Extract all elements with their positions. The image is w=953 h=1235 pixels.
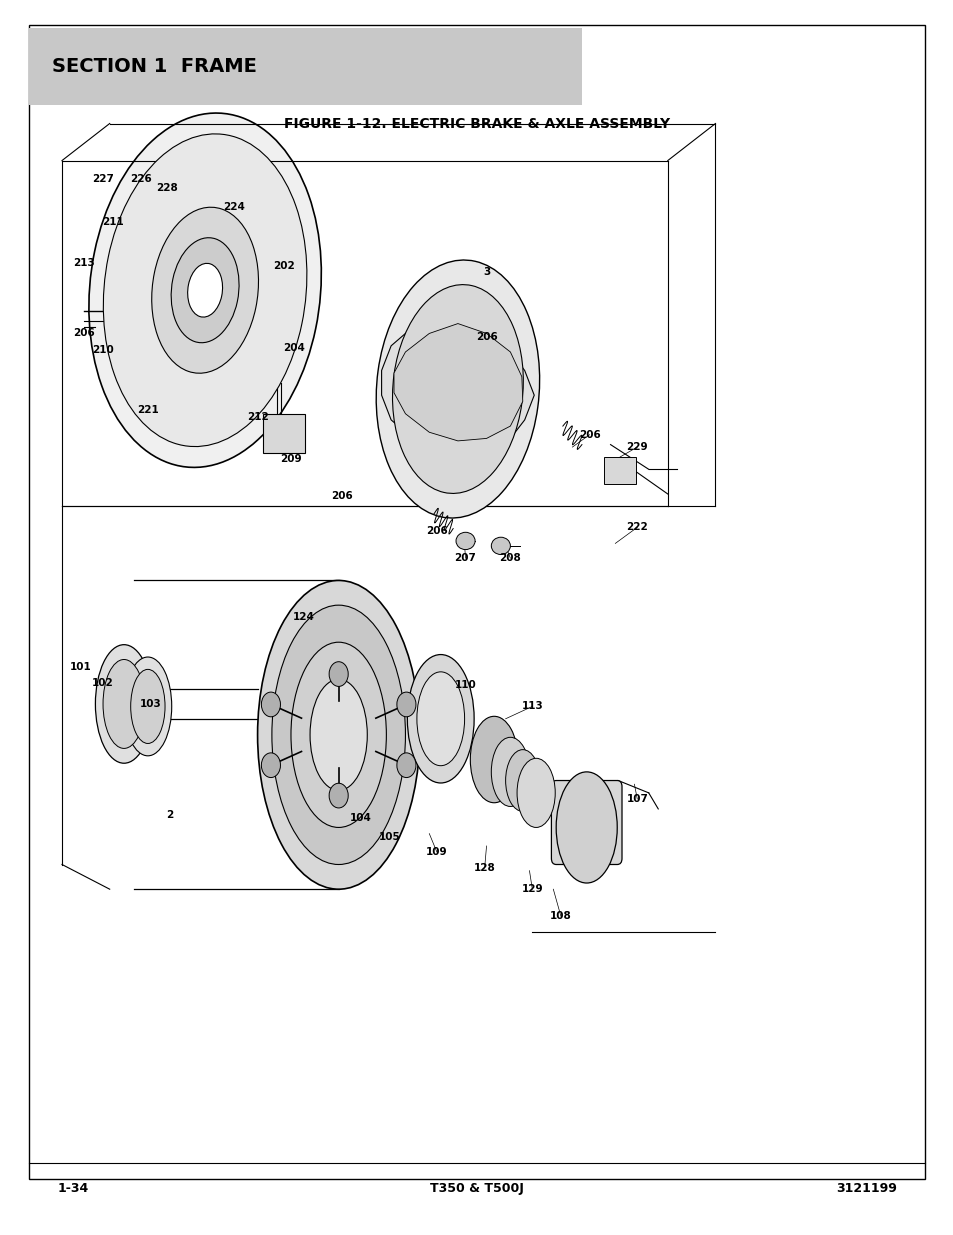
Ellipse shape bbox=[517, 758, 555, 827]
Ellipse shape bbox=[329, 662, 348, 687]
Polygon shape bbox=[394, 324, 522, 441]
FancyBboxPatch shape bbox=[551, 781, 621, 864]
Text: 1-34: 1-34 bbox=[57, 1182, 89, 1194]
FancyBboxPatch shape bbox=[29, 28, 581, 105]
Ellipse shape bbox=[556, 772, 617, 883]
Ellipse shape bbox=[103, 659, 145, 748]
Text: 2: 2 bbox=[166, 810, 173, 820]
Text: 107: 107 bbox=[626, 794, 647, 804]
Ellipse shape bbox=[124, 657, 172, 756]
Text: 204: 204 bbox=[283, 343, 304, 353]
Text: 129: 129 bbox=[521, 884, 542, 894]
Ellipse shape bbox=[103, 133, 307, 447]
Text: 229: 229 bbox=[626, 442, 647, 452]
Text: 209: 209 bbox=[280, 454, 301, 464]
Text: 228: 228 bbox=[156, 183, 177, 193]
Ellipse shape bbox=[310, 679, 367, 790]
Text: 206: 206 bbox=[73, 329, 94, 338]
Text: 221: 221 bbox=[137, 405, 158, 415]
Text: 211: 211 bbox=[102, 217, 123, 227]
Text: 224: 224 bbox=[223, 203, 244, 212]
Ellipse shape bbox=[272, 605, 405, 864]
Ellipse shape bbox=[396, 692, 416, 716]
Ellipse shape bbox=[470, 716, 517, 803]
Text: 202: 202 bbox=[274, 261, 294, 270]
Text: 102: 102 bbox=[92, 678, 113, 688]
FancyBboxPatch shape bbox=[603, 457, 636, 484]
Ellipse shape bbox=[152, 207, 258, 373]
Text: FIGURE 1-12. ELECTRIC BRAKE & AXLE ASSEMBLY: FIGURE 1-12. ELECTRIC BRAKE & AXLE ASSEM… bbox=[284, 116, 669, 131]
Ellipse shape bbox=[505, 750, 539, 811]
Ellipse shape bbox=[329, 783, 348, 808]
Ellipse shape bbox=[491, 537, 510, 555]
Text: 105: 105 bbox=[378, 832, 399, 842]
Ellipse shape bbox=[171, 237, 239, 343]
Text: T350 & T500J: T350 & T500J bbox=[430, 1182, 523, 1194]
Ellipse shape bbox=[257, 580, 419, 889]
Text: 210: 210 bbox=[92, 345, 113, 354]
Text: 109: 109 bbox=[426, 847, 447, 857]
Text: 128: 128 bbox=[474, 863, 495, 873]
Ellipse shape bbox=[416, 672, 464, 766]
FancyBboxPatch shape bbox=[263, 414, 305, 453]
Ellipse shape bbox=[491, 737, 529, 806]
Ellipse shape bbox=[396, 753, 416, 778]
Text: 222: 222 bbox=[626, 522, 647, 532]
Text: 104: 104 bbox=[350, 813, 371, 823]
Ellipse shape bbox=[456, 532, 475, 550]
Ellipse shape bbox=[407, 655, 474, 783]
Ellipse shape bbox=[392, 284, 523, 494]
Ellipse shape bbox=[131, 669, 165, 743]
Text: 101: 101 bbox=[71, 662, 91, 672]
Text: 3121199: 3121199 bbox=[835, 1182, 896, 1194]
Text: 124: 124 bbox=[293, 613, 314, 622]
Text: 206: 206 bbox=[331, 492, 352, 501]
Text: 206: 206 bbox=[426, 526, 447, 536]
Text: 206: 206 bbox=[578, 430, 599, 440]
Ellipse shape bbox=[89, 114, 321, 467]
Text: 108: 108 bbox=[550, 911, 571, 921]
Ellipse shape bbox=[95, 645, 152, 763]
Ellipse shape bbox=[375, 261, 539, 517]
Text: SECTION 1  FRAME: SECTION 1 FRAME bbox=[52, 57, 257, 77]
Text: 103: 103 bbox=[140, 699, 161, 709]
Text: 208: 208 bbox=[499, 553, 520, 563]
Text: 206: 206 bbox=[476, 332, 497, 342]
Ellipse shape bbox=[188, 263, 222, 317]
Text: 212: 212 bbox=[247, 412, 268, 422]
Text: 226: 226 bbox=[131, 174, 152, 184]
Text: 113: 113 bbox=[521, 701, 542, 711]
Text: 110: 110 bbox=[455, 680, 476, 690]
Ellipse shape bbox=[291, 642, 386, 827]
Ellipse shape bbox=[261, 692, 280, 716]
Text: 227: 227 bbox=[92, 174, 113, 184]
Text: 207: 207 bbox=[455, 553, 476, 563]
Text: 213: 213 bbox=[73, 258, 94, 268]
Text: 3: 3 bbox=[482, 267, 490, 277]
Ellipse shape bbox=[261, 753, 280, 778]
Polygon shape bbox=[381, 309, 534, 457]
